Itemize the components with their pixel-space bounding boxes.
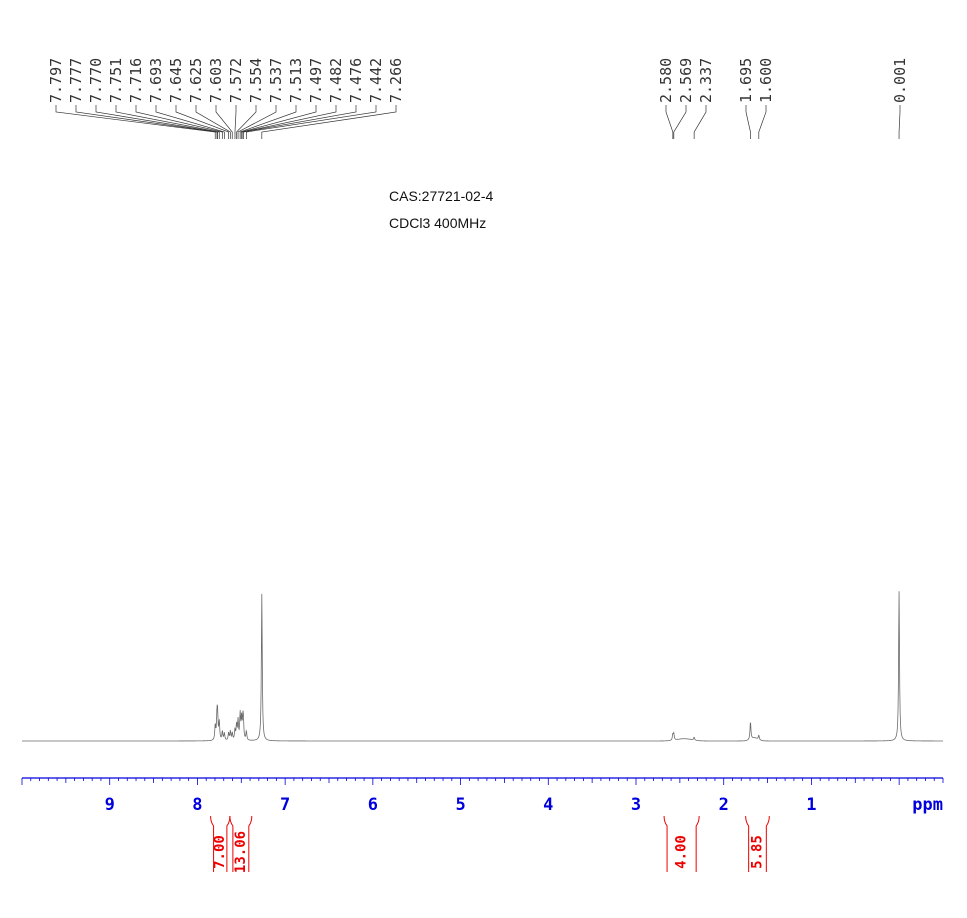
peak-leader-line (135, 105, 223, 139)
x-tick-label: 6 (368, 795, 378, 815)
peak-leader-line (246, 105, 377, 139)
integral-bracket (229, 815, 253, 872)
peak-leader-line (75, 105, 218, 139)
peak-shift-label: 2.580 (657, 58, 675, 103)
integral-value-label: 4.00 (674, 835, 690, 869)
peak-leader-line (693, 105, 707, 139)
cas-number: CAS:27721-02-4 (389, 188, 494, 204)
peak-shift-label: 7.537 (267, 58, 285, 103)
peak-leader-line (95, 105, 218, 139)
peak-shift-label: 7.603 (207, 58, 225, 103)
peak-shift-label: 7.476 (347, 58, 365, 103)
peak-shift-label: 7.716 (127, 58, 145, 103)
peak-leader-line (55, 105, 216, 139)
integral-value-label: 5.85 (749, 835, 765, 869)
peak-leader-line (237, 105, 277, 139)
x-tick-label: 2 (719, 795, 729, 815)
x-tick-label: 7 (280, 795, 290, 815)
peak-leader-line (115, 105, 220, 139)
peak-leader-line (175, 105, 229, 139)
integral-bracket (745, 815, 770, 872)
peak-shift-label: 7.572 (227, 58, 245, 103)
peak-leader-line (758, 105, 767, 139)
x-axis-unit-label: ppm (912, 795, 943, 815)
peak-shift-label: 0.001 (891, 58, 909, 103)
peak-shift-label: 7.645 (167, 58, 185, 103)
peak-shift-label: 7.625 (187, 58, 205, 103)
peak-leader-line (155, 105, 225, 139)
peak-shift-label: 1.600 (757, 58, 775, 103)
peak-leader-line (239, 105, 297, 139)
peak-leader-line (242, 105, 337, 139)
peak-shift-label: 1.695 (737, 58, 755, 103)
peak-leader-line (665, 105, 674, 139)
peak-shift-label: 7.777 (67, 58, 85, 103)
x-tick-label: 3 (631, 795, 641, 815)
peak-leader-line (673, 105, 687, 139)
integral-value-label: 13.06 (233, 831, 249, 873)
peak-leader-line (898, 105, 901, 139)
peak-leader-line (195, 105, 231, 139)
peak-shift-label: 7.751 (107, 58, 125, 103)
peak-leader-line (236, 105, 257, 139)
peak-leader-line (234, 105, 237, 139)
x-tick-label: 4 (543, 795, 553, 815)
x-tick-label: 1 (806, 795, 816, 815)
peak-leader-line (241, 105, 317, 139)
peak-shift-label: 7.482 (327, 58, 345, 103)
x-tick-label: 9 (105, 795, 115, 815)
integral-bracket (663, 815, 700, 872)
x-tick-label: 5 (455, 795, 465, 815)
peak-shift-label: 2.569 (677, 58, 695, 103)
peak-shift-label: 7.266 (387, 58, 405, 103)
peak-shift-label: 7.442 (367, 58, 385, 103)
peak-shift-label: 7.497 (307, 58, 325, 103)
peak-leader-line (261, 105, 397, 139)
spectrum-trace (22, 591, 943, 742)
peak-shift-label: 7.693 (147, 58, 165, 103)
peak-shift-label: 2.337 (697, 58, 715, 103)
peak-shift-label: 7.513 (287, 58, 305, 103)
solvent-frequency: CDCl3 400MHz (389, 215, 487, 231)
peak-shift-label: 7.797 (47, 58, 65, 103)
peak-leader-line (243, 105, 357, 139)
x-tick-label: 8 (192, 795, 202, 815)
peak-shift-label: 7.554 (247, 58, 265, 103)
peak-leader-line (745, 105, 751, 139)
integral-value-label: 7.00 (212, 835, 228, 869)
peak-leader-line (215, 105, 233, 139)
peak-shift-label: 7.770 (87, 58, 105, 103)
